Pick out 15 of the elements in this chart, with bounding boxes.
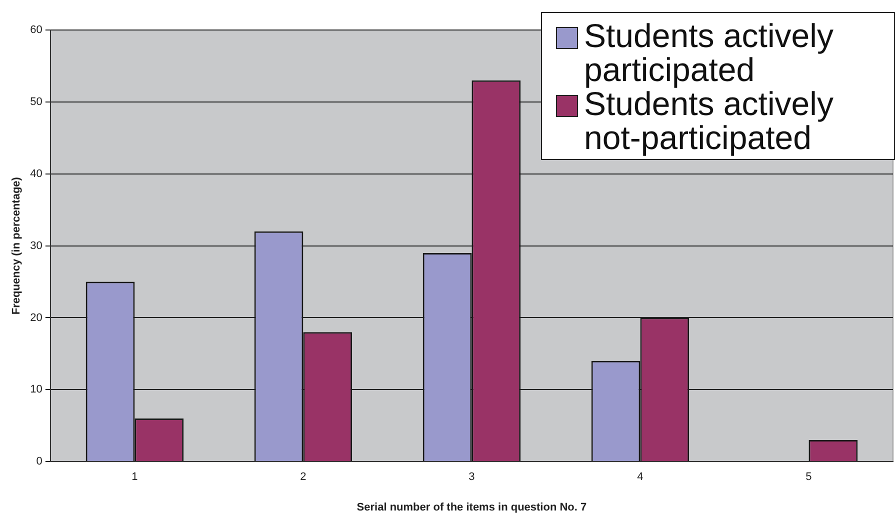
y-tick-label: 50	[30, 96, 42, 108]
y-tick-label: 10	[30, 384, 42, 396]
y-tick-label: 0	[36, 456, 42, 468]
x-tick-label: 2	[300, 471, 306, 484]
y-tick-label: 60	[30, 24, 42, 36]
x-tick-label: 1	[132, 471, 138, 484]
x-axis-title: Serial number of the items in question No. 7	[356, 501, 587, 514]
y-axis-title: Frequency (in percentage)	[10, 176, 23, 315]
legend-label: Students actively participated	[584, 17, 834, 88]
x-tick-label: 3	[468, 471, 475, 484]
y-tick-label: 30	[30, 240, 42, 252]
y-tick-label: 20	[30, 312, 42, 324]
y-tick-label: 40	[30, 168, 42, 180]
x-tick-label: 4	[637, 471, 644, 484]
x-tick-label: 5	[806, 471, 812, 484]
